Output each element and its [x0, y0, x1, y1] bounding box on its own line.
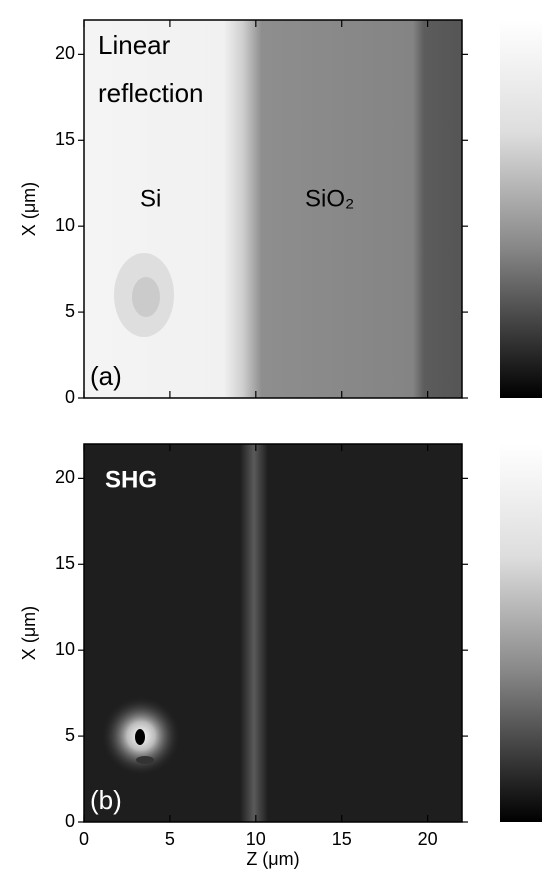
image-a — [84, 20, 462, 398]
y-tick-label: 10 — [55, 639, 75, 659]
colorbar — [500, 20, 542, 398]
y-tick-label: 15 — [55, 553, 75, 573]
x-axis-label: Z (μm) — [246, 849, 299, 869]
y-axis-label: X (μm) — [19, 182, 39, 236]
y-tick-label: 5 — [65, 301, 75, 321]
y-tick-label: 0 — [65, 811, 75, 831]
annotation: (a) — [90, 361, 122, 391]
colorbar — [500, 444, 542, 822]
image-b — [84, 444, 462, 822]
annotation: (b) — [90, 785, 122, 815]
annotation: reflection — [98, 78, 204, 108]
y-tick-label: 0 — [65, 387, 75, 407]
x-tick-label: 20 — [418, 829, 438, 849]
y-axis-label: X (μm) — [19, 606, 39, 660]
y-tick-label: 5 — [65, 725, 75, 745]
y-tick-label: 10 — [55, 215, 75, 235]
y-tick-label: 20 — [55, 43, 75, 63]
plot-frame — [83, 19, 463, 399]
annotation: Linear — [98, 30, 171, 60]
annotation: SHG — [105, 466, 157, 493]
x-tick-label: 0 — [79, 829, 89, 849]
y-tick-label: 20 — [55, 467, 75, 487]
annotation: Si — [140, 185, 161, 212]
annotation: SiO₂ — [305, 185, 354, 212]
x-tick-label: 15 — [332, 829, 352, 849]
y-tick-label: 15 — [55, 129, 75, 149]
x-tick-label: 5 — [165, 829, 175, 849]
x-tick-label: 10 — [246, 829, 266, 849]
plot-frame — [83, 443, 463, 823]
